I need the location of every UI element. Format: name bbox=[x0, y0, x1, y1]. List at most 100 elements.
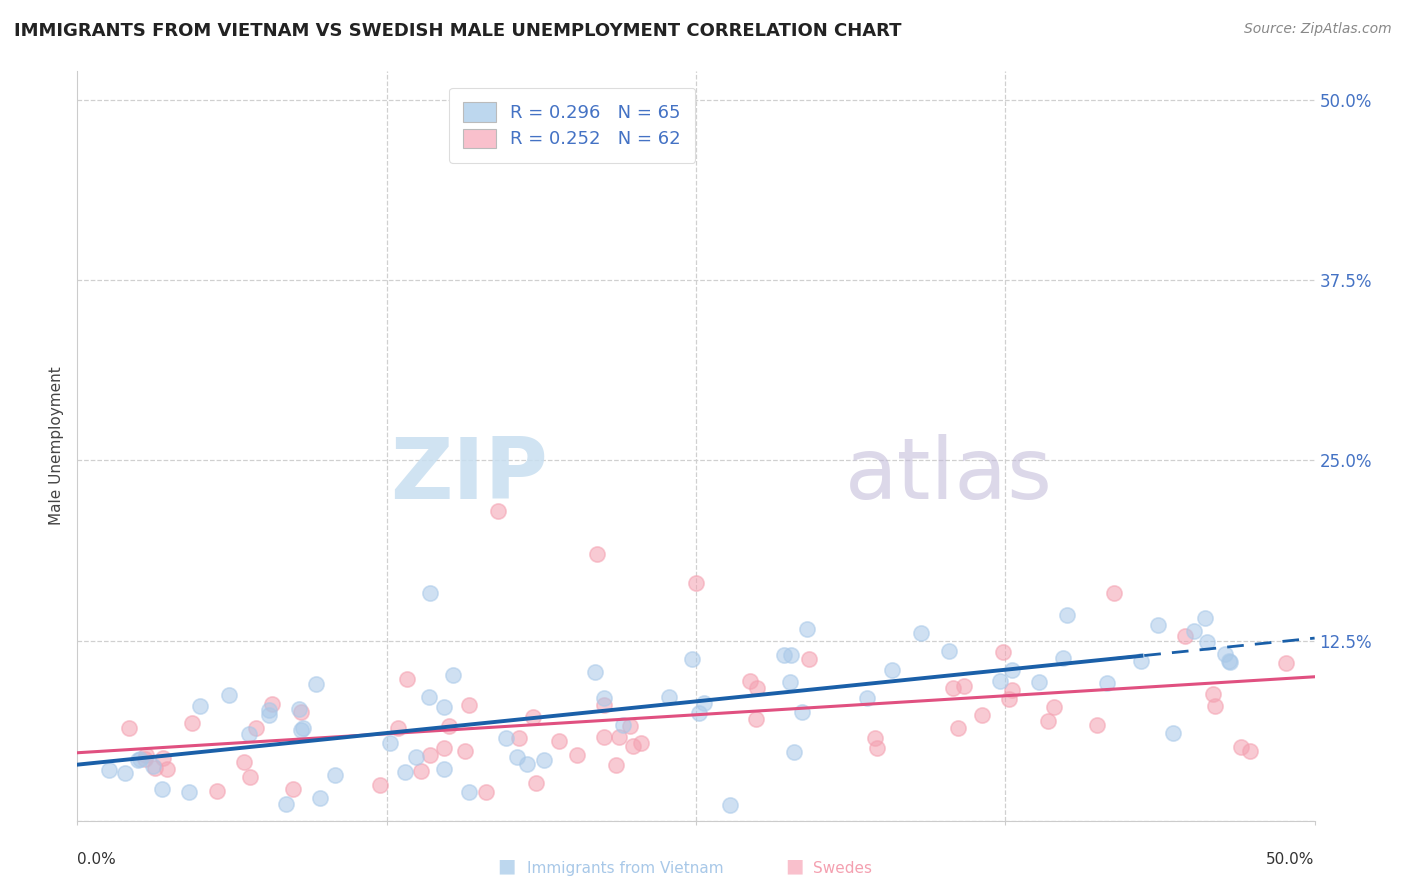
Point bbox=[522, 709, 544, 723]
Point bbox=[605, 757, 627, 772]
Point bbox=[380, 736, 402, 750]
Point bbox=[866, 740, 889, 755]
Point bbox=[457, 698, 479, 712]
Point bbox=[1194, 610, 1216, 624]
Point bbox=[128, 751, 150, 765]
Point bbox=[441, 668, 464, 682]
Point bbox=[1213, 647, 1236, 661]
Point bbox=[433, 762, 456, 776]
Point bbox=[548, 734, 571, 748]
Point bbox=[1229, 740, 1251, 755]
Point bbox=[1201, 687, 1223, 701]
Point bbox=[419, 586, 441, 600]
Point bbox=[882, 663, 904, 677]
Text: 50.0%: 50.0% bbox=[1267, 853, 1315, 867]
Point bbox=[257, 703, 280, 717]
Point bbox=[395, 672, 418, 686]
Point bbox=[658, 690, 681, 704]
Point bbox=[433, 700, 456, 714]
Point bbox=[305, 677, 328, 691]
Point bbox=[475, 785, 498, 799]
Point bbox=[612, 718, 634, 732]
Point bbox=[134, 751, 156, 765]
Point bbox=[796, 622, 818, 636]
Point bbox=[1219, 655, 1241, 669]
Point bbox=[1052, 651, 1074, 665]
Point bbox=[790, 705, 813, 719]
Point bbox=[1218, 654, 1240, 668]
Point bbox=[1275, 657, 1298, 671]
Text: ■: ■ bbox=[785, 857, 804, 876]
Point bbox=[368, 778, 391, 792]
Point bbox=[630, 736, 652, 750]
Point bbox=[681, 652, 703, 666]
Point bbox=[693, 696, 716, 710]
Point bbox=[593, 698, 616, 713]
Point bbox=[997, 691, 1019, 706]
Point bbox=[486, 504, 509, 518]
Point bbox=[688, 706, 710, 720]
Point bbox=[405, 750, 427, 764]
Point bbox=[953, 679, 976, 693]
Point bbox=[245, 721, 267, 735]
Point bbox=[433, 741, 456, 756]
Point bbox=[387, 721, 409, 735]
Point bbox=[993, 645, 1015, 659]
Point bbox=[114, 766, 136, 780]
Point bbox=[1204, 699, 1226, 714]
Point bbox=[506, 750, 529, 764]
Point bbox=[179, 785, 201, 799]
Point bbox=[508, 731, 530, 746]
Point bbox=[533, 753, 555, 767]
Point bbox=[685, 575, 707, 590]
Point bbox=[150, 781, 173, 796]
Point bbox=[1147, 618, 1170, 632]
Point bbox=[1174, 628, 1197, 642]
Point bbox=[142, 759, 165, 773]
Point bbox=[779, 675, 801, 690]
Point bbox=[1000, 664, 1022, 678]
Point bbox=[118, 722, 141, 736]
Point bbox=[1239, 744, 1261, 758]
Point bbox=[718, 797, 741, 812]
Point bbox=[744, 712, 766, 726]
Point bbox=[218, 688, 240, 702]
Point bbox=[1195, 635, 1218, 649]
Point bbox=[609, 730, 631, 744]
Point bbox=[740, 674, 762, 689]
Point bbox=[863, 731, 886, 745]
Point bbox=[745, 681, 768, 696]
Point bbox=[135, 747, 157, 762]
Point bbox=[454, 744, 477, 758]
Point bbox=[409, 764, 432, 779]
Point bbox=[780, 648, 803, 663]
Point bbox=[941, 681, 963, 695]
Point bbox=[418, 690, 440, 704]
Point bbox=[143, 761, 166, 775]
Point bbox=[260, 697, 283, 711]
Text: Source: ZipAtlas.com: Source: ZipAtlas.com bbox=[1244, 22, 1392, 37]
Point bbox=[274, 797, 297, 812]
Point bbox=[1036, 714, 1059, 728]
Y-axis label: Male Unemployment: Male Unemployment bbox=[49, 367, 65, 525]
Point bbox=[495, 731, 517, 746]
Point bbox=[98, 763, 121, 777]
Text: IMMIGRANTS FROM VIETNAM VS SWEDISH MALE UNEMPLOYMENT CORRELATION CHART: IMMIGRANTS FROM VIETNAM VS SWEDISH MALE … bbox=[14, 22, 901, 40]
Text: Immigrants from Vietnam: Immigrants from Vietnam bbox=[527, 861, 724, 876]
Point bbox=[290, 705, 312, 719]
Point bbox=[855, 690, 877, 705]
Point bbox=[773, 648, 796, 663]
Point bbox=[1095, 676, 1118, 690]
Point bbox=[938, 644, 960, 658]
Text: 0.0%: 0.0% bbox=[77, 853, 117, 867]
Point bbox=[586, 547, 609, 561]
Point bbox=[156, 762, 179, 776]
Point bbox=[239, 770, 262, 784]
Point bbox=[288, 702, 311, 716]
Point bbox=[783, 745, 806, 759]
Point bbox=[127, 753, 149, 767]
Text: ■: ■ bbox=[496, 857, 516, 876]
Point bbox=[910, 626, 932, 640]
Point bbox=[205, 783, 228, 797]
Point bbox=[797, 652, 820, 666]
